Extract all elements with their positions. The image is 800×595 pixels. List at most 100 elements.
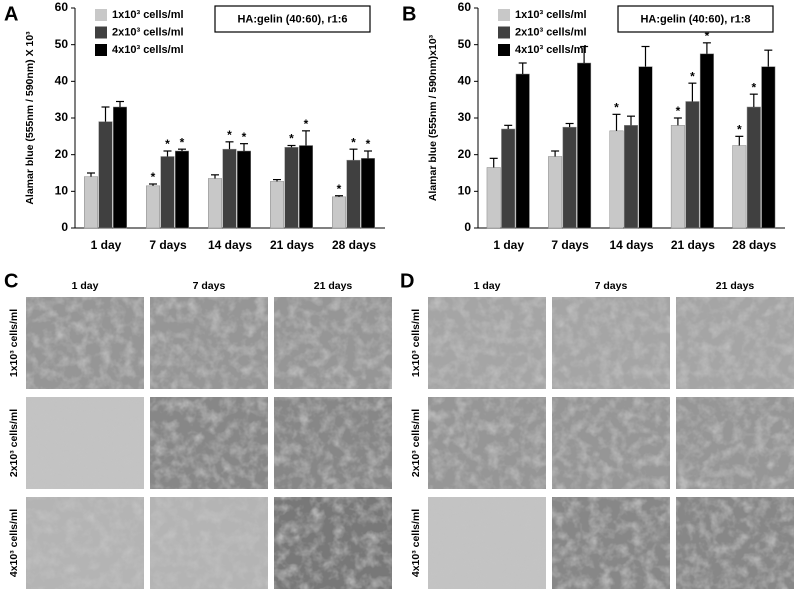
significance-mark: *	[676, 104, 681, 118]
error-bar	[749, 93, 758, 107]
bar	[638, 66, 653, 229]
bar	[113, 106, 127, 229]
x-tick-label: 28 days	[732, 238, 776, 252]
panel-label: B	[402, 3, 416, 25]
x-tick-label: 21 days	[671, 238, 715, 252]
significance-mark: *	[690, 69, 695, 83]
micrograph-texture	[676, 297, 794, 389]
significance-mark: *	[614, 101, 619, 115]
legend-swatch	[498, 44, 510, 56]
condition-text: HA:gelin (40:60), r1:8	[640, 13, 750, 25]
error-bar	[101, 106, 110, 122]
bar	[299, 145, 313, 229]
error-bar	[627, 115, 635, 126]
bar	[270, 181, 284, 229]
bar	[548, 156, 563, 229]
column-header: 21 days	[314, 280, 353, 292]
error-bar	[364, 150, 372, 159]
y-tick-label: 40	[55, 74, 69, 88]
error-bar	[178, 148, 186, 151]
bar	[670, 125, 685, 229]
bar	[222, 148, 237, 229]
row-label: 1x10³ cells/ml	[410, 309, 422, 377]
x-tick-label: 1 day	[493, 238, 524, 252]
error-bar	[641, 45, 650, 67]
error-bar	[302, 130, 310, 146]
micrograph-texture	[274, 497, 392, 589]
x-tick-label: 14 days	[609, 238, 653, 252]
error-bar	[273, 179, 281, 182]
y-tick-label: 20	[458, 147, 472, 161]
bar	[624, 125, 638, 229]
significance-mark: *	[151, 170, 156, 184]
y-tick-label: 20	[55, 147, 69, 161]
legend-label: 2x10³ cells/ml	[515, 26, 587, 38]
legend-label: 4x10³ cells/ml	[112, 44, 184, 56]
x-tick-label: 7 days	[551, 238, 589, 252]
column-header: 21 days	[716, 280, 755, 292]
x-tick-label: 21 days	[270, 238, 314, 252]
row-label: 2x10³ cells/ml	[8, 409, 20, 477]
x-tick-label: 1 day	[91, 238, 122, 252]
legend-label: 1x10³ cells/ml	[515, 9, 587, 21]
error-bar	[163, 150, 172, 157]
significance-mark: *	[705, 29, 710, 43]
error-bar	[349, 148, 358, 161]
y-tick-label: 60	[55, 0, 69, 14]
error-bar	[504, 124, 513, 129]
micrograph-texture	[428, 397, 546, 489]
y-tick-label: 30	[55, 110, 69, 124]
legend-label: 1x10³ cells/ml	[112, 9, 184, 21]
y-tick-label: 0	[464, 220, 471, 234]
bar	[746, 106, 761, 229]
error-bar	[489, 157, 498, 168]
row-label: 1x10³ cells/ml	[8, 309, 20, 377]
error-bar	[702, 42, 711, 54]
bar	[577, 62, 592, 229]
legend-swatch	[498, 26, 510, 39]
error-bar	[518, 62, 527, 74]
column-header: 1 day	[72, 280, 99, 292]
column-header: 1 day	[474, 280, 501, 292]
y-axis-label: Alamar blue (555nm / 590nm) X 10³	[24, 31, 36, 205]
bar	[486, 167, 501, 229]
error-bar	[335, 195, 343, 197]
x-tick-label: 7 days	[149, 238, 187, 252]
y-tick-label: 60	[458, 0, 472, 14]
error-bar	[612, 113, 621, 131]
legend-swatch	[95, 44, 107, 56]
micrograph-texture	[150, 397, 268, 489]
error-bar	[580, 45, 589, 63]
bar	[237, 150, 251, 229]
significance-mark: *	[180, 135, 185, 149]
significance-mark: *	[366, 137, 371, 151]
legend-label: 4x10³ cells/ml	[515, 44, 587, 56]
bar	[501, 128, 516, 229]
condition-box	[617, 5, 774, 33]
significance-mark: *	[351, 135, 356, 149]
legend-swatch	[498, 9, 510, 21]
significance-mark: *	[289, 132, 294, 146]
bar	[685, 101, 700, 229]
bar	[84, 176, 98, 229]
bar	[346, 159, 361, 229]
row-label: 2x10³ cells/ml	[410, 409, 422, 477]
bar	[609, 130, 624, 229]
significance-mark: *	[165, 137, 170, 151]
column-header: 7 days	[595, 280, 628, 292]
row-label: 4x10³ cells/ml	[410, 509, 422, 577]
x-tick-label: 28 days	[332, 238, 376, 252]
error-bar	[764, 49, 773, 67]
y-tick-label: 50	[458, 37, 472, 51]
x-tick-label: 14 days	[208, 238, 252, 252]
significance-mark: *	[227, 128, 232, 142]
bar	[175, 150, 189, 229]
micrograph-texture	[26, 297, 144, 389]
error-bar	[565, 122, 574, 128]
panel-label: D	[400, 270, 414, 292]
bar	[98, 121, 113, 229]
error-bar	[673, 117, 682, 126]
error-bar	[240, 143, 248, 151]
error-bar	[735, 135, 744, 146]
legend-swatch	[95, 26, 107, 39]
